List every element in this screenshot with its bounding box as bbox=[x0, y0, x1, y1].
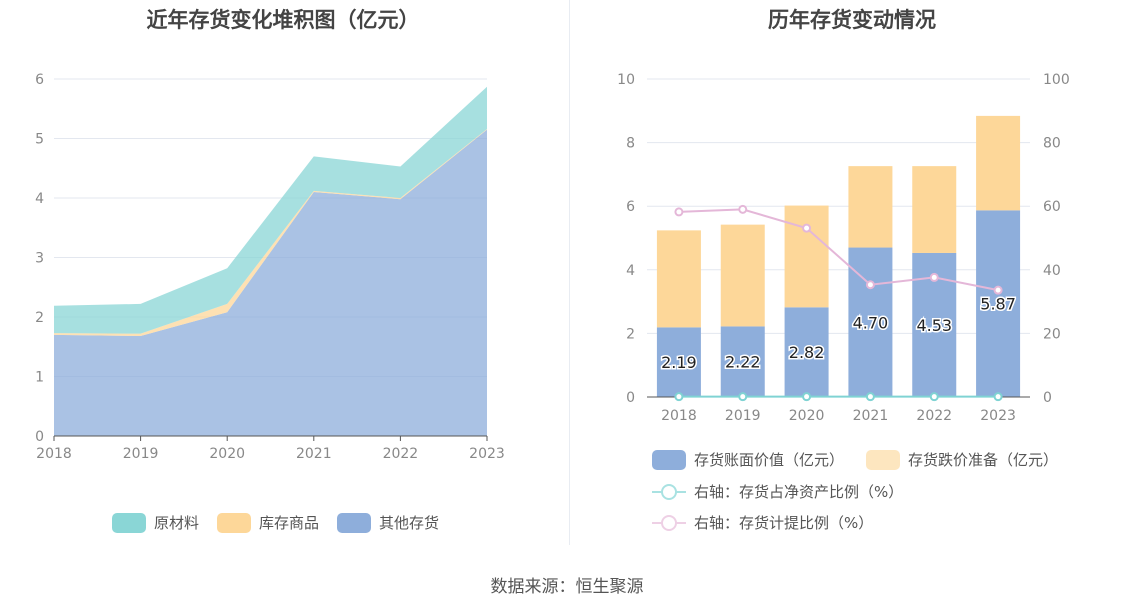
left-legend: 原材料 库存商品 其他存货 bbox=[112, 512, 439, 533]
legend-swatch-book-value bbox=[652, 449, 686, 470]
legend-item-impairment[interactable]: 存货跌价准备（亿元） bbox=[866, 449, 1058, 470]
left-y-tick-label: 6 bbox=[35, 72, 44, 88]
bar-1-2022 bbox=[912, 166, 957, 253]
right-secondary-y-tick-label: 80 bbox=[1043, 136, 1061, 152]
right-legend-row-1: 存货账面价值（亿元） 存货跌价准备（亿元） bbox=[652, 449, 1058, 470]
bar-0-2019 bbox=[720, 326, 765, 397]
right-x-tick-label: 2020 bbox=[789, 408, 825, 424]
left-x-tick-label: 2018 bbox=[36, 446, 72, 462]
right-x-tick-label: 2023 bbox=[980, 408, 1016, 424]
legend-label-other-inventory: 其他存货 bbox=[379, 514, 440, 532]
line-1-point-2018 bbox=[674, 207, 684, 217]
left-y-tick-label: 4 bbox=[35, 191, 44, 207]
left-y-tick-label: 0 bbox=[35, 429, 44, 445]
left-x-tick-label: 2021 bbox=[296, 446, 332, 462]
right-left-y-tick-label: 10 bbox=[617, 72, 635, 88]
chart-divider bbox=[569, 0, 570, 545]
line-1-point-2022 bbox=[929, 272, 939, 282]
right-x-tick-label: 2019 bbox=[725, 408, 761, 424]
line-1 bbox=[678, 208, 999, 292]
line-0-point-2018 bbox=[674, 392, 684, 402]
legend-label-provision-ratio: 右轴：存货计提比例（%） bbox=[694, 514, 874, 532]
legend-label-raw-materials: 原材料 bbox=[154, 514, 200, 532]
legend-label-impairment: 存货跌价准备（亿元） bbox=[908, 451, 1059, 469]
bar-value-label-2019: 2.22 bbox=[725, 353, 761, 372]
legend-item-raw-materials[interactable]: 原材料 bbox=[112, 512, 199, 533]
line-0-point-2019 bbox=[738, 392, 748, 402]
legend-item-book-value[interactable]: 存货账面价值（亿元） bbox=[652, 449, 844, 470]
line-1-point-2020 bbox=[802, 223, 812, 233]
right-left-y-tick-label: 8 bbox=[626, 136, 635, 152]
right-legend-row-3: 右轴：存货计提比例（%） bbox=[652, 512, 873, 533]
bar-value-label-2021: 4.70 bbox=[853, 313, 889, 332]
bar-1-2019 bbox=[720, 224, 765, 327]
bar-0-2023 bbox=[976, 210, 1021, 397]
bar-1-2023 bbox=[976, 115, 1021, 211]
line-1-point-2023 bbox=[993, 285, 1003, 295]
legend-marker-inventory-ratio bbox=[652, 482, 686, 502]
left-y-tick-label: 1 bbox=[35, 370, 44, 386]
legend-marker-provision-ratio bbox=[652, 513, 686, 533]
left-x-tick-label: 2019 bbox=[123, 446, 159, 462]
right-secondary-y-tick-label: 0 bbox=[1043, 390, 1052, 406]
legend-swatch-raw-materials bbox=[112, 512, 146, 533]
bar-1-2018 bbox=[656, 230, 701, 328]
area-0 bbox=[54, 129, 487, 436]
bar-value-label-2018: 2.19 bbox=[661, 353, 697, 372]
data-source: 数据来源：恒生聚源 bbox=[490, 577, 644, 597]
legend-label-finished-goods: 库存商品 bbox=[259, 514, 320, 532]
line-0-point-2022 bbox=[929, 392, 939, 402]
legend-swatch-impairment bbox=[866, 449, 901, 470]
left-x-tick-label: 2022 bbox=[383, 446, 419, 462]
left-x-tick-label: 2023 bbox=[469, 446, 505, 462]
right-legend-row-2: 右轴：存货占净资产比例（%） bbox=[652, 481, 903, 502]
area-2 bbox=[54, 86, 487, 334]
line-0-point-2020 bbox=[802, 392, 812, 402]
right-secondary-y-tick-label: 20 bbox=[1043, 326, 1061, 342]
right-x-tick-label: 2018 bbox=[661, 408, 697, 424]
line-0-point-2021 bbox=[865, 392, 875, 402]
legend-item-inventory-ratio[interactable]: 右轴：存货占净资产比例（%） bbox=[652, 481, 903, 502]
right-left-y-tick-label: 4 bbox=[626, 263, 635, 279]
legend-swatch-other-inventory bbox=[337, 512, 372, 533]
right-secondary-y-tick-label: 60 bbox=[1043, 199, 1061, 215]
right-secondary-y-tick-label: 40 bbox=[1043, 263, 1061, 279]
legend-label-inventory-ratio: 右轴：存货占净资产比例（%） bbox=[694, 483, 904, 501]
bar-value-label-2020: 2.82 bbox=[789, 343, 825, 362]
left-y-tick-label: 5 bbox=[35, 132, 44, 148]
legend-item-provision-ratio[interactable]: 右轴：存货计提比例（%） bbox=[652, 512, 873, 533]
bar-1-2020 bbox=[784, 205, 829, 308]
bar-0-2018 bbox=[656, 327, 701, 397]
bar-0-2020 bbox=[784, 307, 829, 397]
bar-value-label-2023: 5.87 bbox=[980, 295, 1016, 314]
line-0-point-2023 bbox=[993, 392, 1003, 402]
right-secondary-y-tick-label: 100 bbox=[1043, 72, 1070, 88]
left-x-tick-label: 2020 bbox=[209, 446, 245, 462]
legend-item-finished-goods[interactable]: 库存商品 bbox=[217, 512, 319, 533]
right-x-tick-label: 2021 bbox=[853, 408, 889, 424]
left-chart-title: 近年存货变化堆积图（亿元） bbox=[146, 8, 420, 32]
legend-label-book-value: 存货账面价值（亿元） bbox=[694, 451, 845, 469]
legend-item-other-inventory[interactable]: 其他存货 bbox=[337, 512, 439, 533]
line-1-point-2019 bbox=[738, 204, 748, 214]
right-left-y-tick-label: 0 bbox=[626, 390, 635, 406]
left-y-tick-label: 2 bbox=[35, 310, 44, 326]
right-left-y-tick-label: 2 bbox=[626, 326, 635, 342]
legend-swatch-finished-goods bbox=[217, 512, 252, 533]
right-left-y-tick-label: 6 bbox=[626, 199, 635, 215]
line-1-point-2021 bbox=[865, 280, 875, 290]
right-chart-title: 历年存货变动情况 bbox=[768, 8, 936, 32]
bar-1-2021 bbox=[848, 166, 893, 248]
left-y-tick-label: 3 bbox=[35, 251, 44, 267]
right-x-tick-label: 2022 bbox=[916, 408, 952, 424]
bar-value-label-2022: 4.53 bbox=[916, 316, 952, 335]
